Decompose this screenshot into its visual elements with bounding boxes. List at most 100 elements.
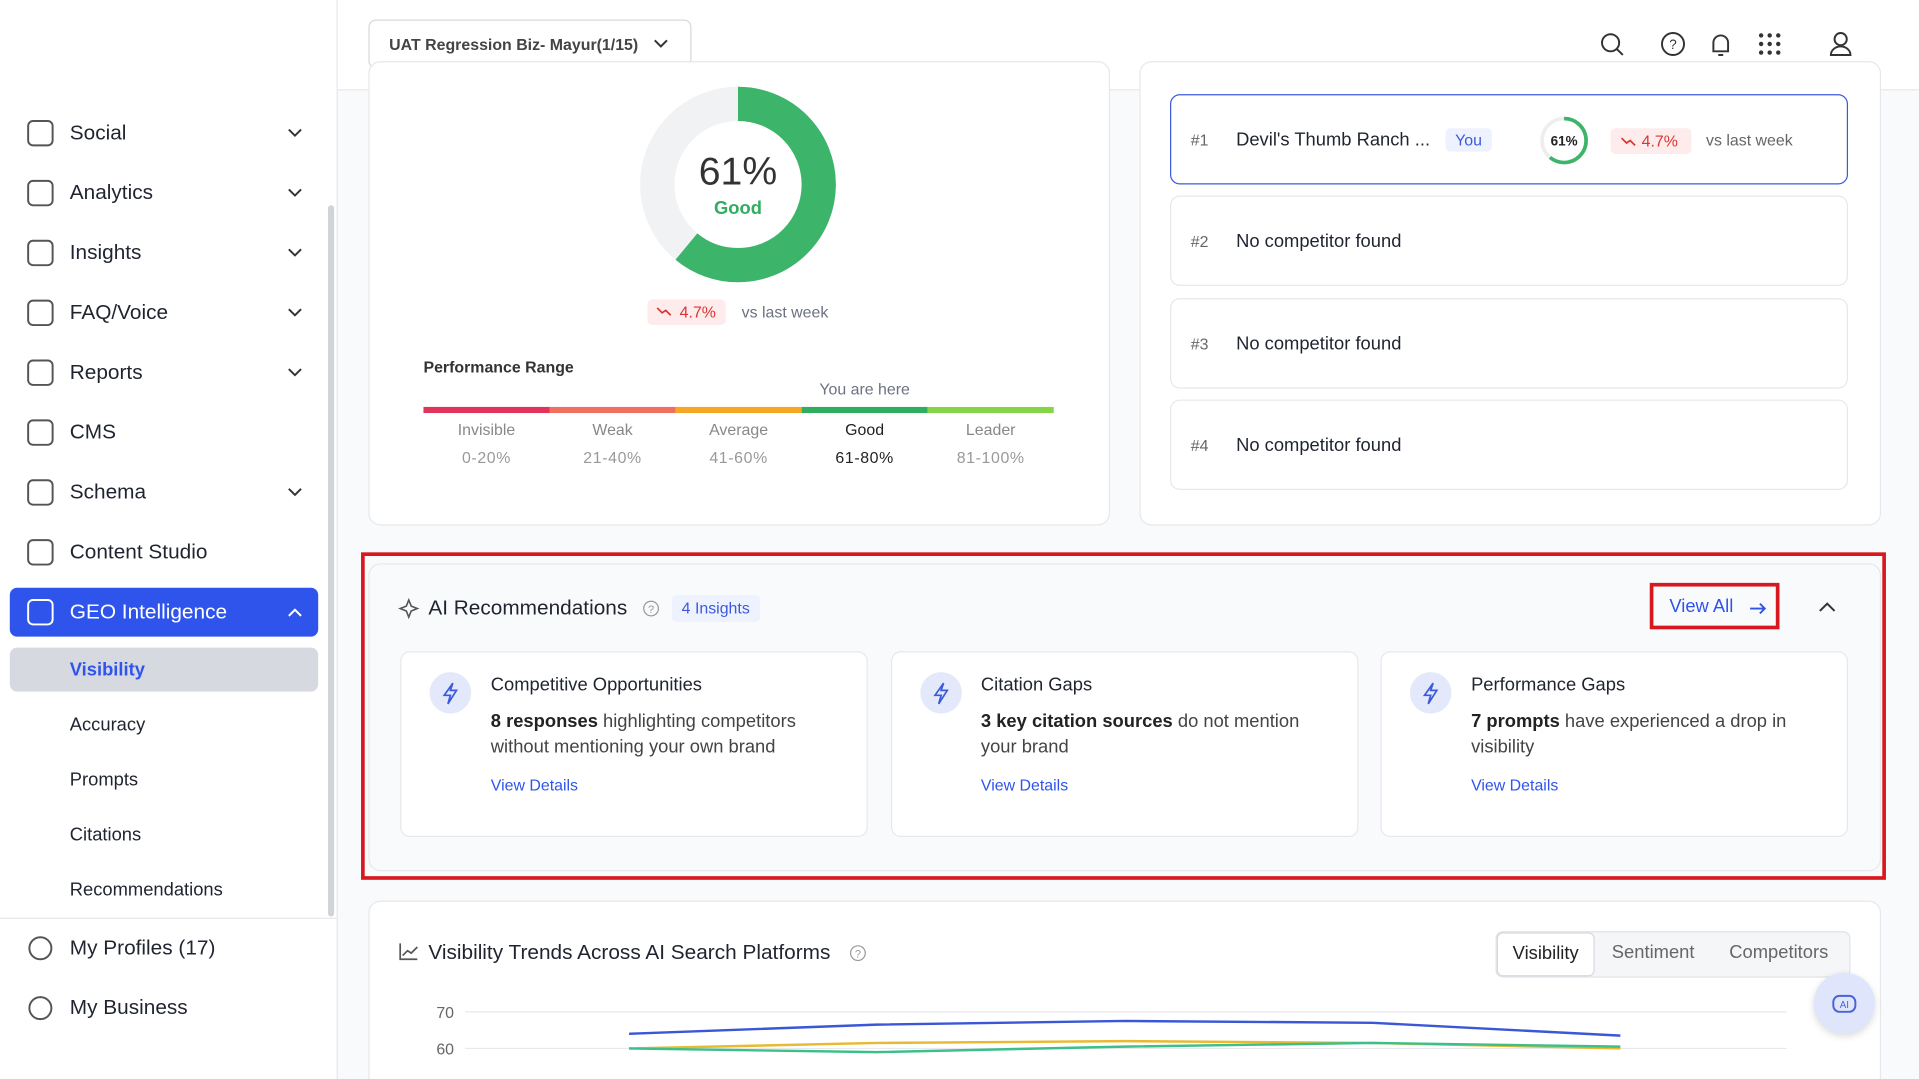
section-title: AI Recommendations xyxy=(428,596,628,620)
card-text: 8 responses highlighting competitors wit… xyxy=(491,709,846,760)
tab[interactable]: Sentiment xyxy=(1611,942,1695,963)
nav-item[interactable]: FAQ/Voice xyxy=(10,288,318,337)
down-arrow xyxy=(656,307,672,316)
rank: #2 xyxy=(1190,232,1209,251)
collapse-icon[interactable] xyxy=(1819,601,1836,612)
nav-item[interactable]: My Business xyxy=(10,984,318,1033)
range-name: Invisible xyxy=(457,420,516,439)
card-text: 7 prompts have experienced a drop in vis… xyxy=(1471,709,1826,760)
nav-label: Schema xyxy=(69,480,147,504)
nav-item[interactable]: CMS xyxy=(10,408,318,457)
score-label: 61% xyxy=(698,149,778,194)
competitor-row: #4 No competitor found xyxy=(1170,399,1849,491)
icon-shape xyxy=(27,299,54,327)
chevron xyxy=(288,608,302,617)
recommendation-card: Competitive Opportunities 8 responses hig… xyxy=(400,651,868,838)
chevron xyxy=(288,248,302,257)
sub-nav-item[interactable]: Accuracy xyxy=(69,714,146,736)
nav-icon xyxy=(28,996,53,1021)
nav-item[interactable]: Schema xyxy=(10,468,318,517)
nav-icon xyxy=(27,119,54,147)
card-highlight: 7 prompts xyxy=(1471,711,1560,732)
bolt xyxy=(932,682,949,705)
nav-label: Content Studio xyxy=(69,540,208,564)
workspace-name: UAT Regression Biz- Mayur(1/15) xyxy=(389,34,639,54)
competitor-row: #1 Devil's Thumb Ranch ... You 61% 4.7% vs la… xyxy=(1170,94,1849,185)
sub-nav-item[interactable]: Visibility xyxy=(9,647,319,692)
nav-item[interactable]: My Profiles (17) xyxy=(10,924,318,973)
nav-item[interactable]: GEO Intelligence xyxy=(9,587,319,637)
competitor-row: #2 No competitor found xyxy=(1170,195,1849,287)
icon-bg xyxy=(919,672,962,714)
bolt-icon xyxy=(919,672,962,714)
view-details-link[interactable]: View Details xyxy=(490,775,579,795)
card-highlight: 3 key citation sources xyxy=(980,711,1173,732)
tab[interactable]: Visibility xyxy=(1496,932,1595,977)
down-arrow xyxy=(1620,137,1636,147)
view-details-link[interactable]: View Details xyxy=(1471,775,1559,795)
card-body: highlighting competitors without mention… xyxy=(490,711,796,758)
mini-donut: 61% xyxy=(1540,116,1588,165)
nav-item[interactable]: Reports xyxy=(10,348,318,397)
sub-nav-item[interactable]: Prompts xyxy=(69,769,139,791)
nav-label: CMS xyxy=(69,420,116,444)
range-name: Leader xyxy=(965,420,1016,439)
chevron xyxy=(288,368,302,377)
view-all-button[interactable]: View All xyxy=(1649,582,1780,630)
divider xyxy=(0,917,337,919)
chevron-line xyxy=(288,188,302,197)
icon-shape xyxy=(27,479,54,506)
view-all-label: View All xyxy=(1669,595,1734,617)
chevron-line xyxy=(288,488,302,497)
card-title: Citation Gaps xyxy=(980,674,1093,696)
score-donut xyxy=(640,86,836,283)
chevron-line xyxy=(288,248,302,257)
nav-label: FAQ/Voice xyxy=(69,300,169,324)
nav-icon xyxy=(27,419,54,446)
view-details-link[interactable]: View Details xyxy=(980,775,1069,795)
change-note: vs last week xyxy=(741,303,829,322)
sub-nav-item[interactable]: Citations xyxy=(69,824,142,845)
recommendation-card: Performance Gaps 7 prompts have experienc… xyxy=(1380,651,1849,838)
tab[interactable]: Competitors xyxy=(1729,942,1829,963)
nav-icon xyxy=(27,479,54,506)
bolt xyxy=(1422,682,1439,705)
chevron xyxy=(288,488,302,497)
chevron xyxy=(288,188,302,197)
toolbar-icons[interactable]: ? xyxy=(1598,32,1892,59)
trend-line xyxy=(629,1019,1621,1037)
arrow-icon xyxy=(1750,603,1767,615)
icon-shape xyxy=(27,599,54,626)
competitor-name: No competitor found xyxy=(1236,333,1402,355)
icon-shape xyxy=(27,119,54,147)
change-pill: 4.7% xyxy=(647,299,726,326)
rank: #1 xyxy=(1190,130,1209,150)
change-value: 4.7% xyxy=(1641,131,1678,151)
range-name: Average xyxy=(709,420,769,439)
nav-icon xyxy=(27,359,54,386)
range-span: 81-100% xyxy=(956,448,1025,467)
chevron xyxy=(654,39,668,48)
nav-item[interactable]: Analytics xyxy=(10,169,318,218)
range-segment xyxy=(423,406,550,414)
y-tick-label: 70 xyxy=(436,1005,454,1022)
icon-shape xyxy=(27,359,54,386)
change-pill: 4.7% xyxy=(1610,128,1692,154)
icon-shape xyxy=(27,179,54,207)
svg-text:AI: AI xyxy=(1840,1000,1849,1011)
chevron-line xyxy=(288,368,302,377)
trends-title: Visibility Trends Across AI Search Platf… xyxy=(428,940,831,965)
range-segment xyxy=(927,406,1054,414)
nav-item[interactable]: Insights xyxy=(10,229,318,278)
ai-icon: AI xyxy=(1832,994,1857,1013)
sub-nav-item[interactable]: Recommendations xyxy=(69,879,223,900)
competitor-name: Devil's Thumb Ranch ... xyxy=(1236,129,1431,151)
range-name: Good xyxy=(845,420,885,439)
nav-item[interactable]: Social xyxy=(10,109,318,158)
svg-text:?: ? xyxy=(855,948,861,960)
score-card xyxy=(368,61,1111,526)
ai-assistant-button[interactable]: AI xyxy=(1813,972,1875,1034)
trend-line xyxy=(629,1041,1621,1054)
nav-item[interactable]: Content Studio xyxy=(10,528,318,577)
range-span: 21-40% xyxy=(583,448,642,467)
